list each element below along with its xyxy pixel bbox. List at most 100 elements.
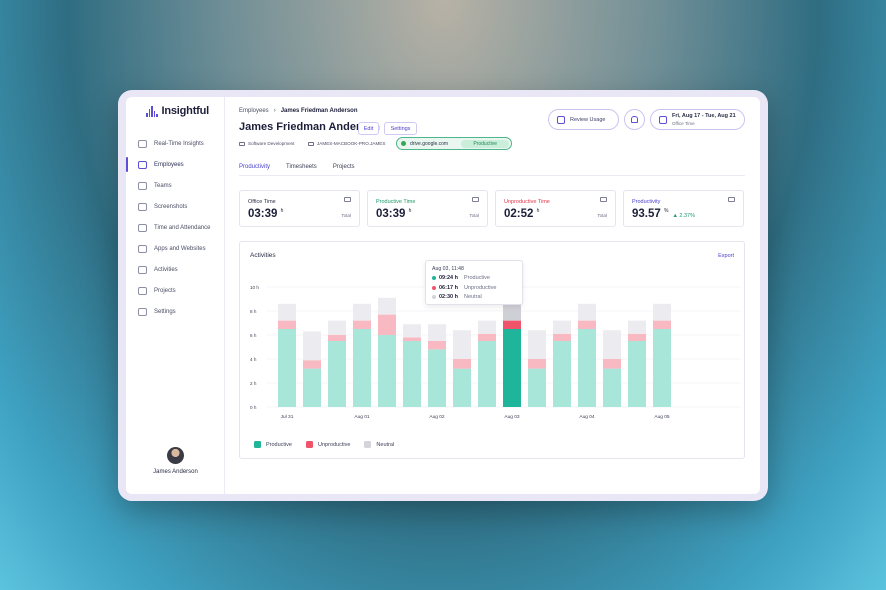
tooltip-row-unproductive: 06:17 h Unproductive: [432, 285, 496, 291]
bar-segment-neutral[interactable]: [328, 320, 346, 335]
bar-segment-productive[interactable]: [528, 368, 546, 407]
users-icon: [138, 160, 147, 169]
tab-divider: [239, 175, 745, 176]
bar-segment-productive[interactable]: [303, 368, 321, 407]
bar-segment-neutral[interactable]: [378, 297, 396, 315]
bar-segment-neutral[interactable]: [478, 320, 496, 334]
edit-button[interactable]: Edit: [358, 122, 379, 135]
sidebar-item-time-and-attendance[interactable]: Time and Attendance: [126, 217, 225, 238]
bar-segment-productive[interactable]: [478, 341, 496, 407]
settings-button[interactable]: Settings: [384, 122, 417, 135]
sidebar-item-label: Screenshots: [154, 203, 188, 210]
bar-segment-neutral[interactable]: [553, 320, 571, 334]
bar-segment-productive[interactable]: [628, 341, 646, 407]
bar-segment-productive[interactable]: [328, 341, 346, 407]
bar-segment-productive[interactable]: [378, 335, 396, 407]
stat-card-productive-time[interactable]: Productive Time 03:39 h Total: [367, 190, 488, 227]
sidebar-item-apps-and-websites[interactable]: Apps and Websites: [126, 238, 225, 259]
sidebar: Insightful Real-Time Insights Employees Te…: [126, 97, 225, 494]
stat-icon: [472, 197, 479, 202]
stat-label: Office Time: [248, 199, 276, 205]
bar-segment-unproductive[interactable]: [453, 359, 471, 369]
y-tick-label: 10 h: [250, 285, 259, 290]
bar-segment-neutral[interactable]: [603, 330, 621, 359]
review-usage-button[interactable]: Review Usage: [548, 109, 619, 130]
sidebar-nav: Real-Time Insights Employees Teams Screensh…: [126, 133, 225, 322]
tooltip-row-neutral: 02:30 h Neutral: [432, 294, 482, 300]
sidebar-item-settings[interactable]: Settings: [126, 301, 225, 322]
sidebar-item-teams[interactable]: Teams: [126, 175, 225, 196]
legend-swatch: [364, 441, 372, 448]
bar-segment-unproductive[interactable]: [478, 333, 496, 341]
tab-projects[interactable]: Projects: [332, 164, 355, 170]
sidebar-item-label: Employees: [154, 161, 184, 168]
bar-segment-neutral[interactable]: [628, 320, 646, 334]
bar-segment-productive[interactable]: [503, 329, 521, 407]
stat-value: 93.57 %▲ 2.37%: [632, 208, 696, 220]
bar-segment-unproductive[interactable]: [653, 320, 671, 329]
bar-segment-neutral[interactable]: [403, 324, 421, 338]
bar-segment-unproductive[interactable]: [378, 314, 396, 335]
bar-segment-productive[interactable]: [553, 341, 571, 407]
bar-segment-productive[interactable]: [603, 368, 621, 407]
bell-icon: [631, 116, 638, 123]
bar-segment-neutral[interactable]: [578, 303, 596, 321]
activities-title: Activities: [250, 252, 276, 259]
bar-segment-unproductive[interactable]: [553, 333, 571, 341]
bar-segment-unproductive[interactable]: [278, 320, 296, 329]
bar-segment-neutral[interactable]: [653, 303, 671, 321]
bar-segment-unproductive[interactable]: [578, 320, 596, 329]
stat-icon: [600, 197, 607, 202]
tab-timesheets[interactable]: Timesheets: [286, 164, 317, 170]
stat-sub: Total: [341, 213, 351, 218]
sidebar-item-employees[interactable]: Employees: [126, 154, 225, 175]
bar-segment-unproductive[interactable]: [503, 320, 521, 329]
stat-card-office-time[interactable]: Office Time 03:39 h Total: [239, 190, 360, 227]
bar-segment-unproductive[interactable]: [528, 359, 546, 369]
legend-item-productive[interactable]: Productive: [254, 441, 292, 448]
teams-icon: [138, 181, 147, 190]
x-tick-label: Jul 31: [281, 414, 294, 420]
sidebar-item-screenshots[interactable]: Screenshots: [126, 196, 225, 217]
bar-segment-unproductive[interactable]: [428, 341, 446, 350]
bar-segment-unproductive[interactable]: [603, 359, 621, 369]
sidebar-item-projects[interactable]: Projects: [126, 280, 225, 301]
bar-segment-unproductive[interactable]: [353, 320, 371, 329]
bar-segment-unproductive[interactable]: [328, 335, 346, 341]
logo[interactable]: Insightful: [146, 105, 209, 117]
bar-segment-neutral[interactable]: [278, 303, 296, 321]
bar-segment-productive[interactable]: [353, 329, 371, 407]
notifications-button[interactable]: [624, 109, 645, 130]
sidebar-item-activities[interactable]: Activities: [126, 259, 225, 280]
legend-item-unproductive[interactable]: Unproductive: [306, 441, 350, 448]
x-tick-label: Aug 01: [354, 414, 370, 420]
stat-card-productivity[interactable]: Productivity 93.57 %▲ 2.37%: [623, 190, 744, 227]
bar-segment-productive[interactable]: [578, 329, 596, 407]
x-tick-label: Aug 03: [504, 414, 520, 420]
bar-segment-productive[interactable]: [278, 329, 296, 407]
bar-segment-neutral[interactable]: [353, 303, 371, 321]
bar-segment-unproductive[interactable]: [403, 337, 421, 341]
sidebar-item-real-time-insights[interactable]: Real-Time Insights: [126, 133, 225, 154]
bar-segment-productive[interactable]: [428, 349, 446, 407]
bar-segment-unproductive[interactable]: [628, 333, 646, 341]
bar-segment-unproductive[interactable]: [303, 360, 321, 369]
stat-card-unproductive-time[interactable]: Unproductive Time 02:52 h Total: [495, 190, 616, 227]
bar-segment-productive[interactable]: [453, 368, 471, 407]
avatar[interactable]: [167, 447, 184, 464]
stat-label: Productivity: [632, 199, 661, 205]
breadcrumb-parent[interactable]: Employees: [239, 108, 269, 114]
date-range-picker[interactable]: Fri, Aug 17 - Tue, Aug 21 Office Time: [650, 109, 745, 130]
current-activity-pill[interactable]: drive.google.com Productive: [396, 137, 512, 150]
bar-segment-neutral[interactable]: [528, 330, 546, 359]
bar-segment-productive[interactable]: [403, 341, 421, 407]
legend-item-neutral[interactable]: Neutral: [364, 441, 394, 448]
bar-segment-neutral[interactable]: [428, 324, 446, 341]
bar-segment-productive[interactable]: [653, 329, 671, 407]
bar-segment-neutral[interactable]: [503, 303, 521, 321]
stat-delta: ▲ 2.37%: [672, 213, 696, 219]
profile[interactable]: James Anderson: [126, 447, 225, 475]
bar-segment-neutral[interactable]: [303, 331, 321, 361]
bar-segment-neutral[interactable]: [453, 330, 471, 359]
export-button[interactable]: Export: [718, 253, 734, 259]
